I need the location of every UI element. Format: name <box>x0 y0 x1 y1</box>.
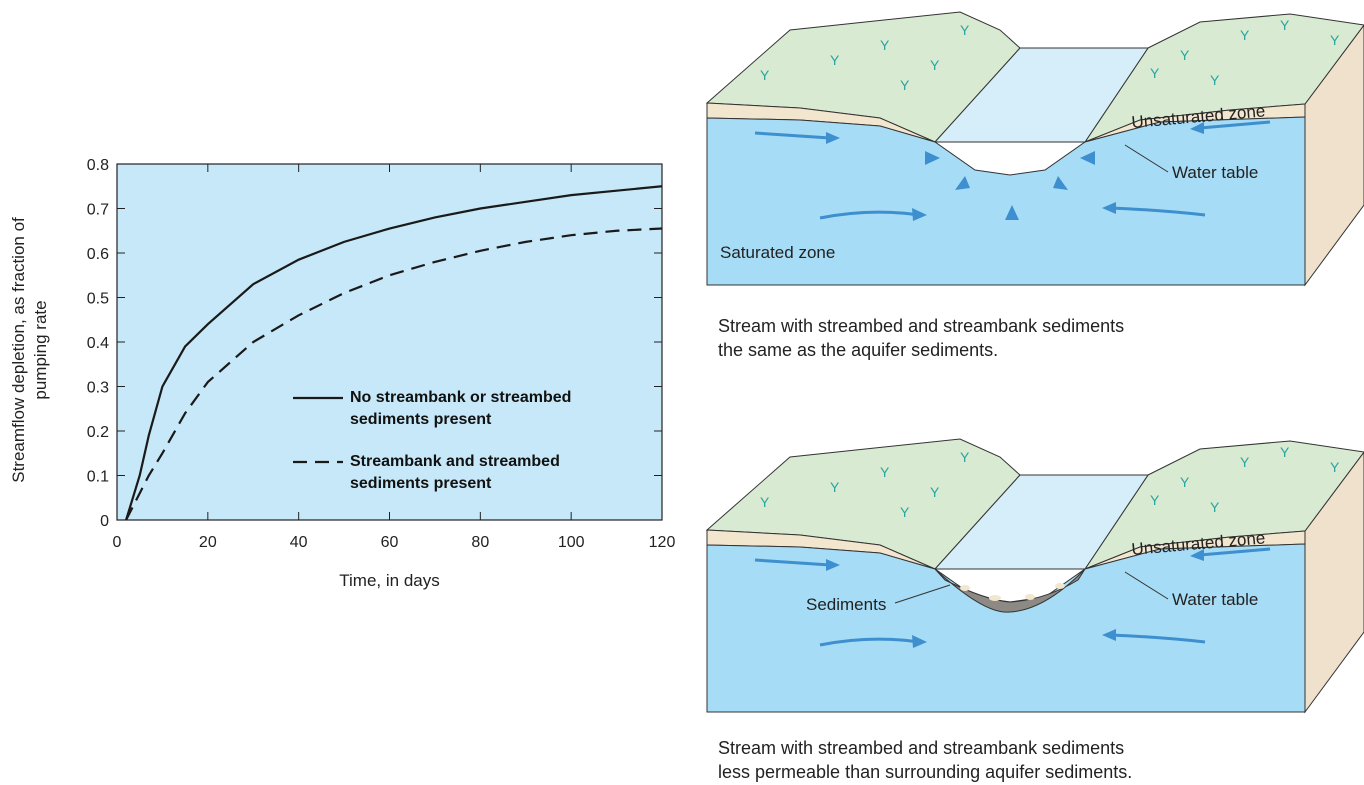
caption: Stream with streambed and streambank sed… <box>718 736 1132 784</box>
x-tick-label: 0 <box>113 534 122 551</box>
saturated-label: Saturated zone <box>720 243 835 262</box>
x-tick-label: 100 <box>558 534 585 551</box>
sediments-label: Sediments <box>806 595 886 614</box>
series-line <box>125 227 663 521</box>
legend-label: No streambank or streambed sediments pre… <box>350 389 572 428</box>
y-tick-label: 0.3 <box>87 380 109 397</box>
water-table-label: Water table <box>1172 163 1258 182</box>
x-tick-label: 40 <box>290 534 308 551</box>
caption: Stream with streambed and streambank sed… <box>718 314 1124 362</box>
caption-line: less permeable than surrounding aquifer … <box>718 762 1133 782</box>
y-tick-label: 0.5 <box>87 291 109 308</box>
series-line <box>125 185 663 521</box>
y-tick-label: 0.6 <box>87 246 109 263</box>
x-tick-label: 80 <box>471 534 489 551</box>
y-tick-label: 0.1 <box>87 469 109 486</box>
y-tick-label: 0 <box>100 513 109 530</box>
plot-area <box>116 163 663 521</box>
y-axis-label: Streamflow depletion, as fraction of pum… <box>9 217 50 483</box>
caption-line: the same as the aquifer sediments. <box>718 340 999 360</box>
y-tick-label: 0.7 <box>87 202 109 219</box>
x-tick-label: 20 <box>199 534 217 551</box>
x-tick-label: 60 <box>381 534 399 551</box>
water-table-label: Water table <box>1172 590 1258 609</box>
y-tick-label: 0.8 <box>87 157 109 174</box>
legend-label: Streambank and streambed sediments prese… <box>350 453 560 492</box>
y-tick-label: 0.4 <box>87 335 109 352</box>
x-tick-label: 120 <box>649 534 676 551</box>
caption-line: Stream with streambed and streambank sed… <box>718 738 1125 758</box>
x-axis-label: Time, in days <box>339 571 439 590</box>
y-tick-label: 0.2 <box>87 424 109 441</box>
caption-line: Stream with streambed and streambank sed… <box>718 316 1125 336</box>
